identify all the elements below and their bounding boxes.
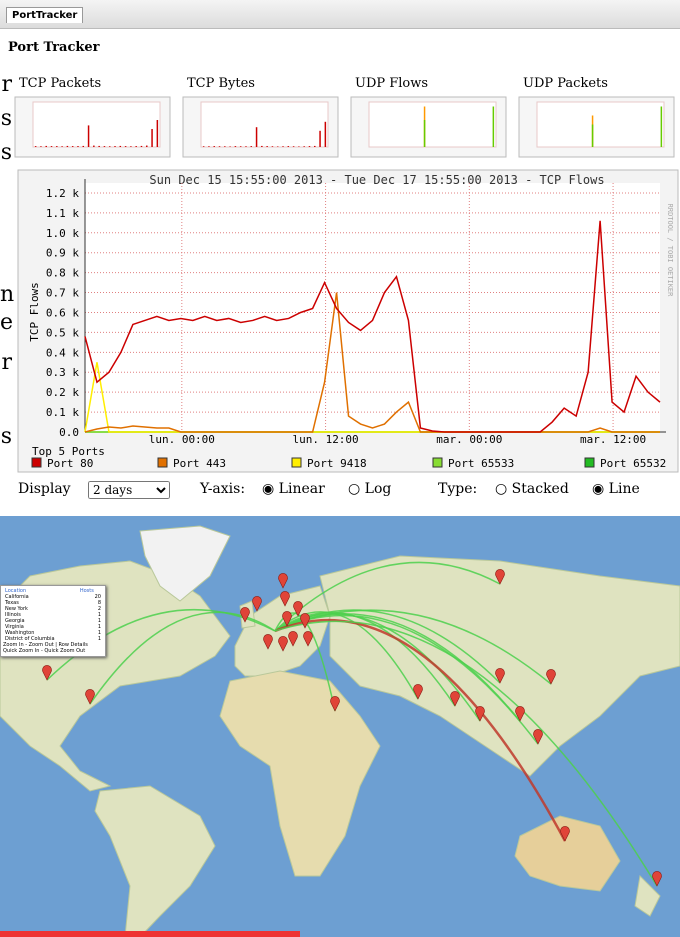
x-tick-label: lun. 12:00 (292, 433, 358, 446)
thumb-plot (369, 102, 496, 147)
y-tick-label: 1.0 k (46, 227, 79, 240)
x-tick-label: lun. 00:00 (149, 433, 215, 446)
legend-label: Port 80 (47, 457, 93, 470)
legend-label: Port 65533 (448, 457, 514, 470)
thumb-title: TCP Packets (19, 76, 101, 91)
radio-label: Stacked (512, 481, 569, 497)
legend-label: Port 9418 (307, 457, 367, 470)
y-tick-label: 0.9 k (46, 247, 79, 260)
yaxis-label: Y-axis: (200, 481, 245, 497)
thumb-title: UDP Packets (523, 76, 608, 91)
legend-swatch (433, 458, 442, 467)
x-tick-label: mar. 00:00 (436, 433, 502, 446)
radio-stacked[interactable]: ○ Stacked (495, 481, 569, 497)
plot-area (85, 183, 660, 432)
thumb-title: UDP Flows (355, 76, 428, 91)
y-tick-label: 0.8 k (46, 267, 79, 280)
type-label: Type: (438, 481, 477, 497)
y-tick-label: 1.1 k (46, 207, 79, 220)
y-tick-label: 0.0 (59, 426, 79, 439)
y-tick-label: 0.1 k (46, 406, 79, 419)
legend-swatch (585, 458, 594, 467)
y-axis-label: TCP Flows (28, 282, 41, 342)
thumb-plot (201, 102, 328, 147)
display-select[interactable]: 2 days (88, 481, 170, 499)
chart-title: Sun Dec 15 15:55:00 2013 - Tue Dec 17 15… (149, 173, 604, 187)
y-tick-label: 0.6 k (46, 306, 79, 319)
popup-body: California20Texas8New York2Illinois1Geor… (3, 594, 103, 642)
radio-label: Log (365, 481, 392, 497)
x-tick-label: mar. 12:00 (580, 433, 646, 446)
page: PortTracker Port Tracker rssners TCP Pac… (0, 0, 680, 937)
color-bar (0, 931, 300, 937)
popup-link[interactable]: Quick Zoom In - Quick Zoom Out (3, 648, 103, 654)
radio-label: Line (609, 481, 640, 497)
y-tick-label: 0.2 k (46, 386, 79, 399)
y-tick-label: 0.7 k (46, 287, 79, 300)
y-tick-label: 0.3 k (46, 366, 79, 379)
legend-swatch (158, 458, 167, 467)
thumb-plot (537, 102, 664, 147)
y-tick-label: 0.4 k (46, 346, 79, 359)
map[interactable] (0, 516, 680, 937)
legend-swatch (292, 458, 301, 467)
y-tick-label: 1.2 k (46, 187, 79, 200)
y-tick-label: 0.5 k (46, 326, 79, 339)
legend-label: Port 65532 (600, 457, 666, 470)
radio-line[interactable]: ◉ Line (592, 481, 640, 497)
radio-log[interactable]: ○ Log (348, 481, 391, 497)
radio-label: Linear (279, 481, 325, 497)
side-label: RRDTOOL / TOBI OETIKER (666, 204, 674, 298)
charts: TCP Packets TCP Bytes UDP Flows UDP Packets… (0, 0, 680, 505)
thumb-plot (33, 102, 160, 147)
thumb-title: TCP Bytes (187, 76, 255, 91)
radio-linear[interactable]: ◉ Linear (262, 481, 325, 497)
legend-label: Port 443 (173, 457, 226, 470)
legend-swatch (32, 458, 41, 467)
display-label: Display (18, 481, 71, 497)
